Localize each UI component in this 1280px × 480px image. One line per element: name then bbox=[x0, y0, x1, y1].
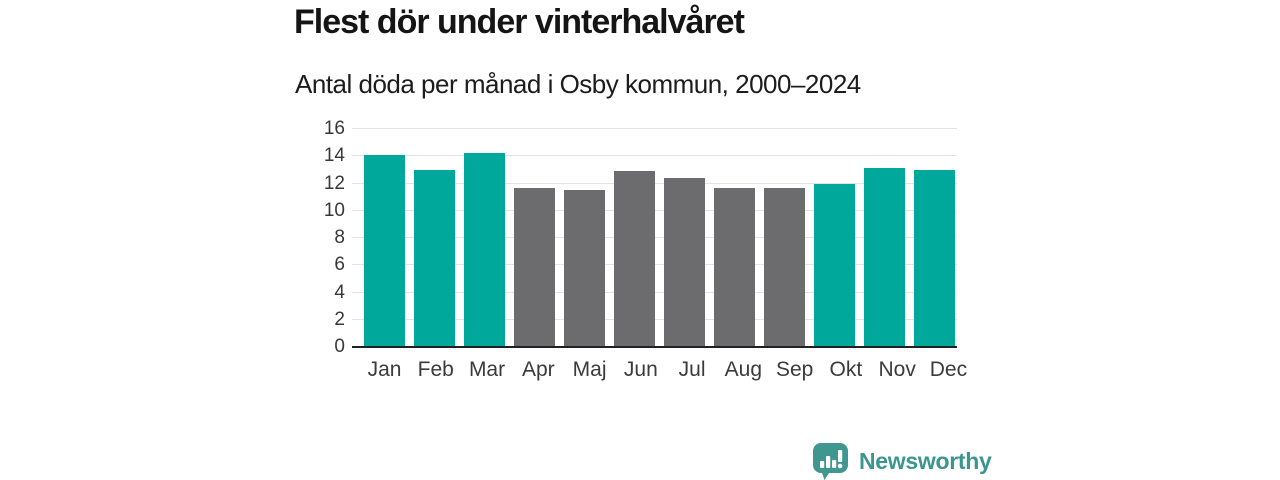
gridline bbox=[352, 128, 957, 129]
y-tick-label: 8 bbox=[334, 227, 345, 248]
x-tick-label: Sep bbox=[775, 358, 814, 381]
x-tick-label: Jan bbox=[367, 358, 402, 381]
chart-title: Flest dör under vinterhalvåret bbox=[294, 3, 745, 41]
y-tick-label: 0 bbox=[334, 336, 345, 357]
bar-mar bbox=[464, 152, 505, 347]
y-tick-label: 4 bbox=[334, 281, 345, 303]
y-tick-label: 16 bbox=[323, 118, 345, 139]
y-tick-label: 12 bbox=[323, 172, 345, 194]
bar-aug bbox=[714, 187, 755, 347]
y-tick-label: 10 bbox=[323, 199, 345, 221]
bar-sep bbox=[764, 188, 805, 347]
y-axis: 0 2 4 6 8 10 12 14 16 bbox=[290, 118, 345, 357]
bar-okt bbox=[814, 183, 855, 347]
bars bbox=[352, 129, 957, 347]
bar-maj bbox=[564, 190, 605, 347]
gridline bbox=[352, 155, 957, 157]
y-tick-label: 2 bbox=[334, 308, 345, 330]
bar-jun bbox=[614, 171, 655, 347]
x-axis: Jan Feb Mar Apr Maj Jun Jul Aug Sep Okt Nov Dec bbox=[352, 357, 971, 382]
x-tick-label: Dec bbox=[929, 358, 968, 381]
x-axis-line bbox=[352, 346, 957, 348]
bar-feb bbox=[414, 169, 455, 347]
plot-area bbox=[352, 128, 957, 348]
y-tick-label: 6 bbox=[334, 254, 345, 276]
x-tick-label: Mar bbox=[468, 358, 506, 381]
chart-subtitle: Antal döda per månad i Osby kommun, 2000… bbox=[295, 69, 861, 99]
y-tick-label: 14 bbox=[323, 145, 345, 167]
x-tick-label: Maj bbox=[572, 358, 607, 381]
brand-name: Newsworthy bbox=[859, 448, 992, 474]
bar-dec bbox=[914, 169, 955, 347]
bar-jul bbox=[664, 178, 705, 347]
newsworthy-logo-icon bbox=[813, 443, 848, 480]
x-tick-label: Feb bbox=[417, 358, 454, 381]
x-tick-label: Nov bbox=[878, 358, 916, 381]
x-tick-label: Okt bbox=[829, 358, 863, 381]
bar-nov bbox=[864, 167, 905, 347]
brand-footer: Newsworthy bbox=[812, 442, 992, 480]
bar-jan bbox=[364, 154, 405, 347]
x-tick-label: Aug bbox=[724, 358, 763, 381]
x-tick-label: Jun bbox=[623, 358, 658, 381]
x-tick-label: Jul bbox=[678, 358, 706, 381]
x-tick-label: Apr bbox=[521, 358, 555, 381]
bar-apr bbox=[514, 187, 555, 347]
